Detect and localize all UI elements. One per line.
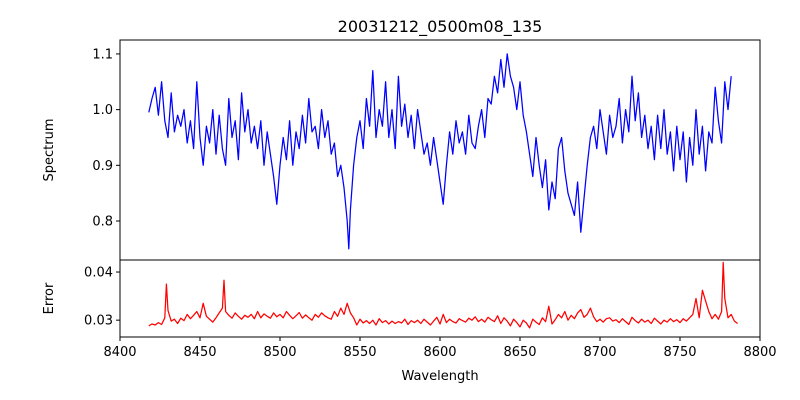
error-panel: 0.03 0.04 Error [42,259,761,338]
x-axis-label: Wavelength [401,369,478,384]
spectrum-y-tick-label: 1.1 [92,47,113,62]
x-tick-label: 8750 [663,345,696,360]
x-tick-label: 8400 [103,345,136,360]
error-plot-frame [119,259,761,338]
spectrum-panel: 0.8 0.9 1.0 1.1 Spectrum [42,39,761,261]
x-tick-label: 8550 [343,345,376,360]
error-y-tick-label: 0.04 [84,266,113,281]
x-tick-label: 8600 [423,345,456,360]
chart-title: 20031212_0500m08_135 [338,17,543,37]
error-y-tick-label: 0.03 [84,314,113,329]
error-line [148,261,738,329]
x-tick-label: 8450 [183,345,216,360]
x-tick-label: 8500 [263,345,296,360]
error-y-axis-label: Error [42,282,57,314]
x-tick-label: 8650 [503,345,536,360]
spectrum-y-tick-label: 0.9 [92,159,113,174]
spectrum-y-tick-label: 0.8 [92,215,113,230]
x-tick-label: 8800 [743,345,776,360]
x-tick-label: 8700 [583,345,616,360]
spectrum-line [148,53,732,250]
spectrum-y-axis-label: Spectrum [42,119,57,182]
x-axis: 8400 8450 8500 8550 8600 8650 8700 8750 8800 [103,337,777,360]
spectrum-y-tick-label: 1.0 [92,103,113,118]
